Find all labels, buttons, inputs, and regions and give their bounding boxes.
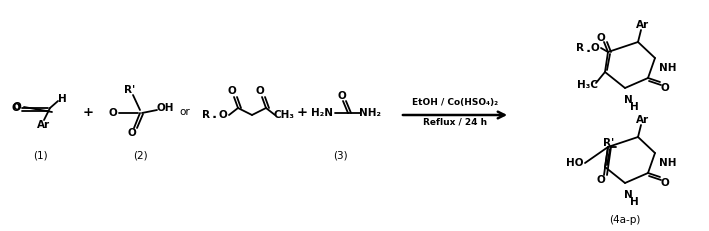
Text: NH: NH xyxy=(659,63,677,73)
Text: O: O xyxy=(337,91,347,101)
Text: O: O xyxy=(218,110,228,120)
Text: (4a-p): (4a-p) xyxy=(609,215,641,225)
Text: H₃C: H₃C xyxy=(578,80,598,90)
Text: O: O xyxy=(591,43,599,53)
Text: O: O xyxy=(661,83,669,93)
Text: OH: OH xyxy=(156,103,174,113)
Text: O: O xyxy=(597,175,605,185)
Text: O: O xyxy=(597,33,605,43)
Text: NH: NH xyxy=(659,158,677,168)
Text: +: + xyxy=(82,106,94,119)
Text: O: O xyxy=(256,86,264,96)
Text: O: O xyxy=(13,102,21,112)
Text: Reflux / 24 h: Reflux / 24 h xyxy=(423,118,487,127)
Text: R: R xyxy=(576,43,584,53)
Text: (1): (1) xyxy=(33,150,48,160)
Text: H₂N: H₂N xyxy=(311,108,333,118)
Text: NH₂: NH₂ xyxy=(359,108,381,118)
Text: H: H xyxy=(630,102,638,112)
Text: .: . xyxy=(586,42,591,55)
Text: N: N xyxy=(624,190,632,200)
Text: R': R' xyxy=(124,85,135,95)
Text: O: O xyxy=(228,86,236,96)
Text: +: + xyxy=(296,106,308,119)
Text: O: O xyxy=(661,178,669,188)
Text: (2): (2) xyxy=(133,150,147,160)
Text: O: O xyxy=(108,108,118,118)
Text: Ar: Ar xyxy=(637,115,649,125)
Text: H: H xyxy=(57,94,67,104)
Text: R: R xyxy=(202,110,210,120)
Text: N: N xyxy=(624,95,632,105)
Text: Ar: Ar xyxy=(637,20,649,30)
Text: (3): (3) xyxy=(333,150,347,160)
Text: .: . xyxy=(211,109,216,122)
Text: Ar: Ar xyxy=(38,120,50,130)
Text: EtOH / Co(HSO₄)₂: EtOH / Co(HSO₄)₂ xyxy=(412,98,498,107)
Text: O: O xyxy=(128,128,136,138)
Text: R': R' xyxy=(603,138,615,148)
Text: HO: HO xyxy=(566,158,584,168)
Text: CH₃: CH₃ xyxy=(274,110,294,120)
Text: O: O xyxy=(11,103,21,113)
Text: or: or xyxy=(179,107,191,117)
Text: H: H xyxy=(630,197,638,207)
